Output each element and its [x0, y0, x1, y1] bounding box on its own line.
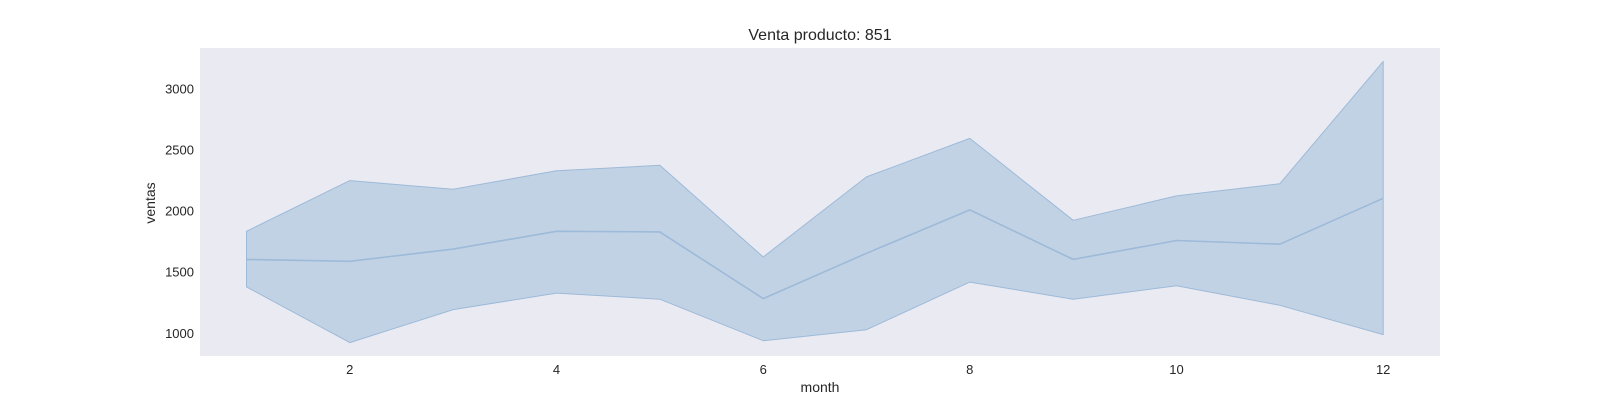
- y-tick-label: 1500: [165, 265, 194, 280]
- x-tick-label: 10: [1169, 362, 1183, 377]
- x-tick-label: 6: [760, 362, 767, 377]
- y-tick-label: 2500: [165, 142, 194, 157]
- x-tick-label: 4: [553, 362, 560, 377]
- y-axis-label: ventas: [142, 182, 158, 223]
- y-tick-label: 1000: [165, 326, 194, 341]
- y-tick-label: 3000: [165, 81, 194, 96]
- series-line: [246, 197, 1384, 300]
- x-tick-label: 8: [966, 362, 973, 377]
- y-tick-label: 2000: [165, 204, 194, 219]
- x-tick-label: 12: [1376, 362, 1390, 377]
- chart-title: Venta producto: 851: [748, 27, 891, 44]
- x-axis-label: month: [801, 379, 840, 395]
- confidence-band: [246, 60, 1384, 344]
- x-tick-label: 2: [346, 362, 353, 377]
